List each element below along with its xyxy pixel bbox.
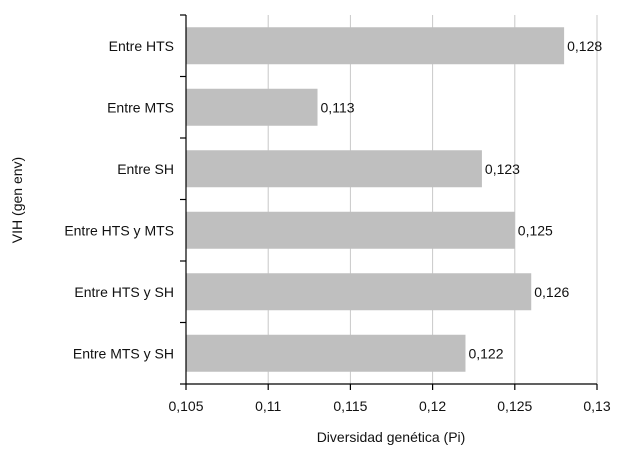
bar [186,273,532,311]
bars [186,27,565,372]
data-label: 0,122 [468,345,503,361]
bar [186,88,318,126]
data-label: 0,123 [485,161,520,177]
gridlines [267,15,598,384]
bar [186,211,515,249]
category-label: Entre MTS [107,99,174,115]
data-labels: 0,128 0,113 0,123 0,125 0,126 0,122 [321,38,603,362]
y-axis-title: VIH (gen env) [9,157,25,243]
bar [186,150,482,188]
category-label: Entre HTS [109,38,174,54]
bar [186,27,565,65]
category-label: Entre MTS y SH [73,345,174,361]
x-ticks: 0,105 0,11 0,115 0,12 0,125 0,13 [168,384,611,414]
data-label: 0,128 [567,38,602,54]
data-label: 0,125 [518,222,553,238]
data-label: 0,126 [534,284,569,300]
data-label: 0,113 [321,99,355,115]
category-labels: Entre HTS Entre MTS Entre SH Entre HTS y MT… [64,38,174,362]
x-tick-label: 0,12 [419,398,446,414]
x-axis-title: Diversidad genética (Pi) [317,429,466,445]
x-tick-label: 0,13 [583,398,610,414]
bar [186,334,466,372]
x-tick-label: 0,105 [168,398,203,414]
x-tick-label: 0,125 [497,398,532,414]
x-tick-label: 0,115 [333,398,367,414]
category-label: Entre HTS y MTS [64,222,174,238]
category-label: Entre HTS y SH [74,284,174,300]
x-tick-label: 0,11 [255,398,281,414]
category-label: Entre SH [117,161,174,177]
y-ticks [180,14,186,385]
